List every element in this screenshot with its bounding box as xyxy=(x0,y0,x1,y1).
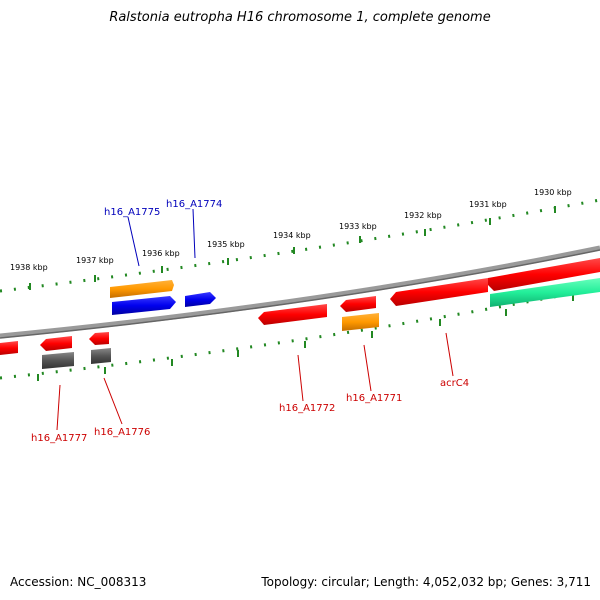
inner-major-ticks xyxy=(37,294,574,381)
kbp-label-1931: 1931 kbp xyxy=(469,200,507,209)
gene-label-h16-A1771[interactable]: h16_A1771 xyxy=(346,393,402,404)
gene-acrC4-red[interactable] xyxy=(390,278,488,306)
gene-right-red-upper[interactable] xyxy=(488,258,600,291)
genome-summary-text: Topology: circular; Length: 4,052,032 bp… xyxy=(261,575,591,589)
kbp-label-1930: 1930 kbp xyxy=(534,188,572,197)
kbp-label-1934: 1934 kbp xyxy=(273,231,311,240)
gene-left-edge-red[interactable] xyxy=(0,341,18,355)
gene-label-h16-A1774[interactable]: h16_A1774 xyxy=(166,199,222,210)
accession-text: Accession: NC_008313 xyxy=(10,575,147,589)
gene-label-h16-A1772[interactable]: h16_A1772 xyxy=(279,403,335,414)
outer-major-ticks xyxy=(29,206,556,290)
gene-h16-A1777-gray[interactable] xyxy=(42,352,74,369)
kbp-labels: 1938 kbp 1937 kbp 1936 kbp 1935 kbp 1934… xyxy=(10,188,572,272)
chromosome-backbone-shade xyxy=(0,249,600,339)
gene-h16-A1772-red[interactable] xyxy=(258,304,327,325)
gene-h16-A1771-red[interactable] xyxy=(340,296,376,312)
kbp-label-1935: 1935 kbp xyxy=(207,240,245,249)
gene-h16-A1774-blue[interactable] xyxy=(185,292,216,307)
gene-h16-A1776-gray[interactable] xyxy=(91,348,111,364)
gene-h16-A1776-red[interactable] xyxy=(89,332,109,345)
gene-label-h16-A1776[interactable]: h16_A1776 xyxy=(94,427,150,438)
gene-right-green[interactable] xyxy=(490,278,600,307)
chromosome-backbone xyxy=(0,245,600,339)
kbp-label-1932: 1932 kbp xyxy=(404,211,442,220)
gene-h16-A1777-red[interactable] xyxy=(40,336,72,351)
gene-label-acrC4[interactable]: acrC4 xyxy=(440,378,469,389)
outer-tick-ring xyxy=(0,198,600,293)
map-title: Ralstonia eutropha H16 chromosome 1, com… xyxy=(109,10,491,25)
gene-h16-A1775-orange[interactable] xyxy=(110,280,174,298)
label-leaders xyxy=(56,208,454,431)
kbp-label-1938: 1938 kbp xyxy=(10,263,48,272)
kbp-label-1936: 1936 kbp xyxy=(142,249,180,258)
kbp-label-1937: 1937 kbp xyxy=(76,256,114,265)
gene-h16-A1775-blue[interactable] xyxy=(112,296,176,315)
gene-label-h16-A1777[interactable]: h16_A1777 xyxy=(31,433,87,444)
gene-label-h16-A1775[interactable]: h16_A1775 xyxy=(104,207,160,218)
kbp-label-1933: 1933 kbp xyxy=(339,222,377,231)
gene-h16-A1771-orange[interactable] xyxy=(342,313,379,331)
